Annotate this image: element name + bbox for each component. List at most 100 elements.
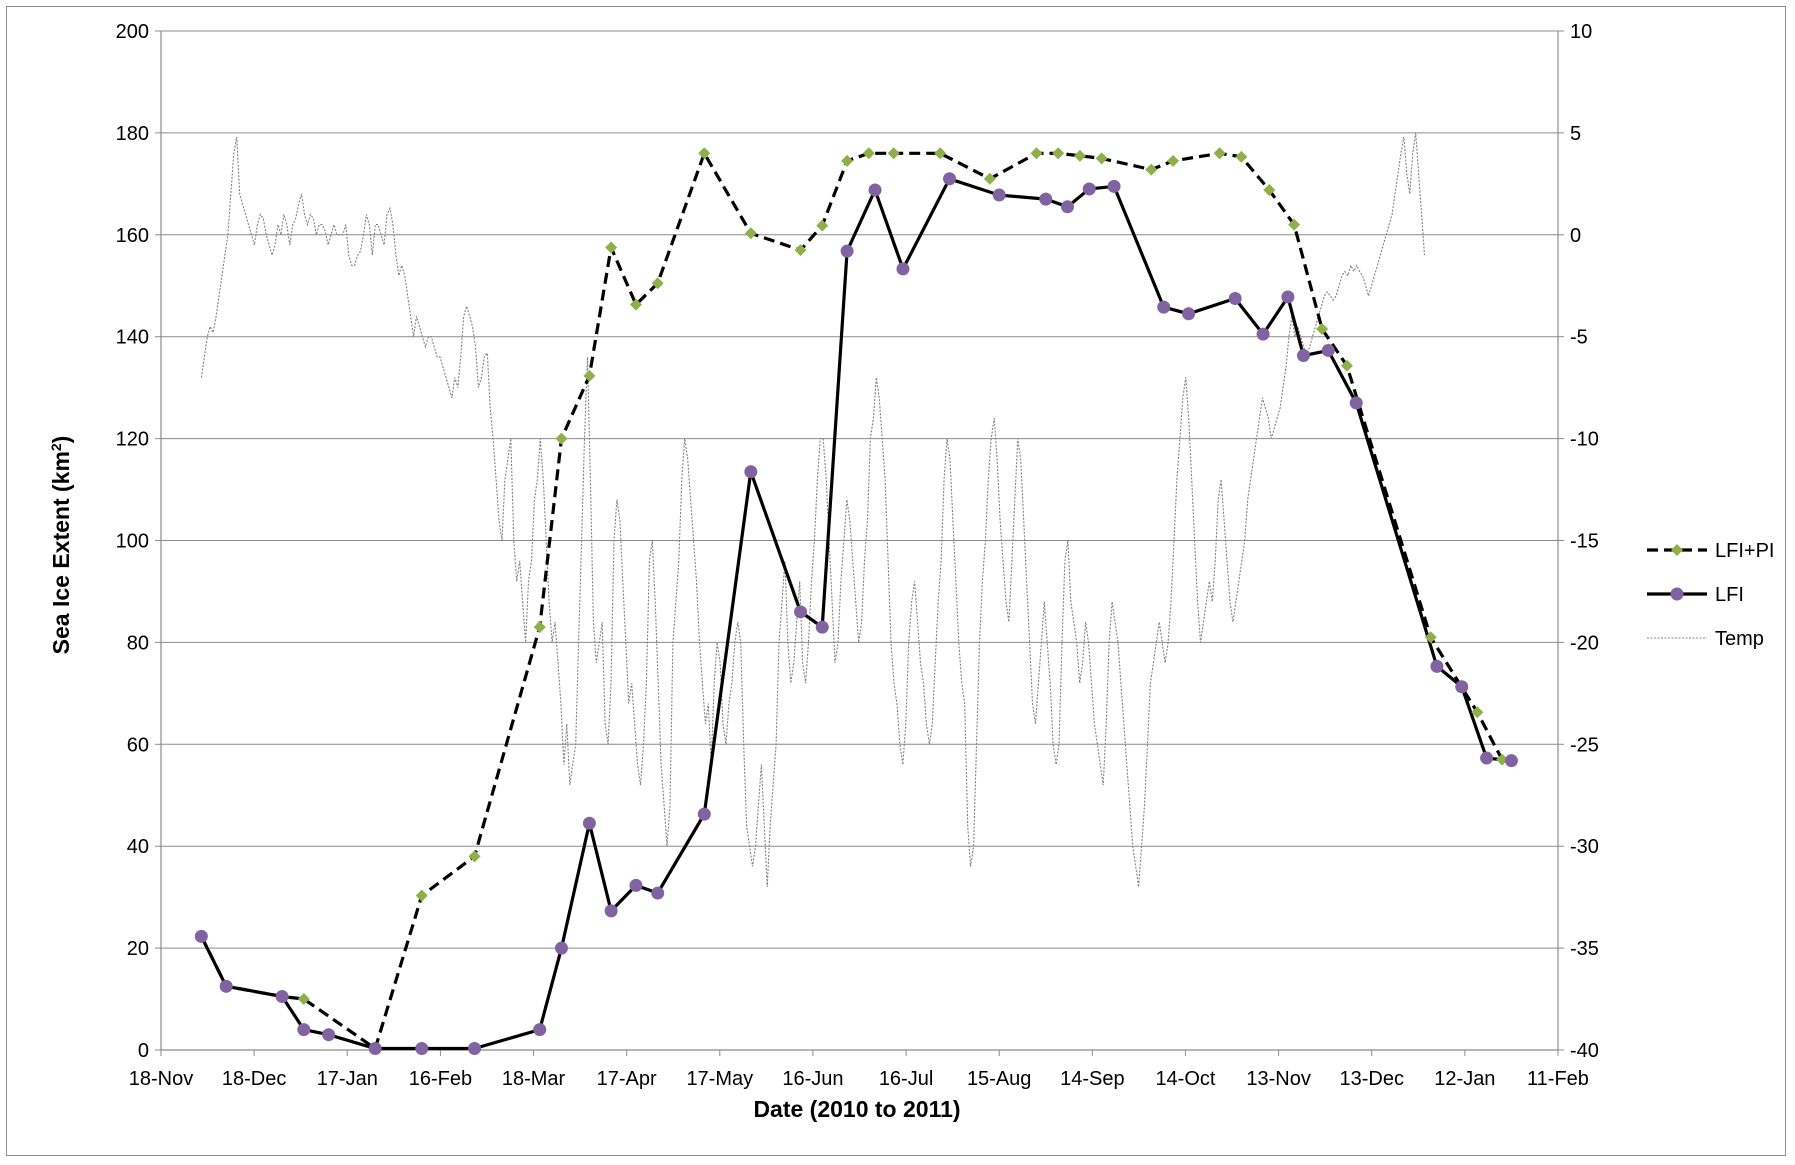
lfi-point [1182, 307, 1196, 321]
right-tick-label: -15 [1570, 531, 1599, 553]
x-tick-label: 16-Jun [782, 1068, 843, 1090]
lfi-pi-point [1424, 631, 1437, 644]
chart-frame: 0 20 40 60 80 100 120 140 160 180 200 -40 -35 -30 -25… [6, 6, 1786, 1156]
gridlines [161, 30, 1558, 949]
x-axis-tick-labels: 18-Nov 18-Dec 17-Jan 16-Feb 18-Mar 17-Apr 17-M… [129, 1068, 1589, 1090]
lfi-pi-point [1030, 147, 1043, 160]
lfi-point [992, 188, 1006, 202]
lfi-pi-point [862, 147, 875, 160]
temp-series-line [200, 132, 1426, 888]
lfi-point [1060, 200, 1074, 214]
left-tick-label: 100 [116, 531, 149, 553]
lfi-point [554, 941, 568, 955]
lfi-point [744, 465, 758, 479]
lfi-pi-point [533, 621, 546, 634]
lfi-point [1296, 349, 1310, 363]
y-axis-title-text: Sea Ice Extent (km [48, 451, 74, 654]
x-tick-label: 12-Jan [1434, 1068, 1495, 1090]
x-tick-label: 16-Jul [879, 1068, 933, 1090]
legend-lfi: LFI [1647, 584, 1744, 606]
lfi-pi-point [651, 277, 664, 290]
lfi-pi-point [887, 147, 900, 160]
lfi-pi-point [1167, 154, 1180, 167]
lfi-point [415, 1041, 429, 1055]
legend-label: Temp [1715, 628, 1764, 650]
lfi-point [194, 929, 208, 943]
x-tick-label: 15-Aug [967, 1068, 1032, 1090]
right-tick-label: 0 [1570, 225, 1581, 247]
lfi-pi-point [468, 850, 481, 863]
lfi-pi-point [629, 298, 642, 311]
lfi-pi-point [297, 993, 310, 1006]
x-tick-label: 18-Dec [222, 1068, 286, 1090]
x-tick-label: 11-Feb [1527, 1068, 1589, 1090]
legend-label: LFI+PI [1715, 540, 1774, 562]
right-tick-label: -20 [1570, 632, 1599, 654]
lfi-pi-point [1235, 150, 1248, 163]
lfi-point [1082, 182, 1096, 196]
left-tick-label: 160 [116, 225, 149, 247]
lfi-pi-point [744, 227, 757, 240]
lfi-pi-point [983, 172, 996, 185]
lfi-point [219, 979, 233, 993]
lfi-point [840, 244, 854, 258]
lfi-pi-point [934, 147, 947, 160]
lfi-pi-point [794, 244, 807, 257]
legend-lfi-pi: LFI+PI [1647, 540, 1774, 562]
lfi-point [943, 172, 957, 186]
lfi-point [1281, 290, 1295, 304]
left-tick-label: 40 [127, 836, 149, 858]
lfi-point [322, 1028, 336, 1042]
legend-label: LFI [1715, 584, 1744, 606]
x-tick-label: 17-May [686, 1068, 753, 1090]
left-tick-label: 80 [127, 632, 149, 654]
lfi-pi-point [1095, 152, 1108, 165]
lfi-point [275, 990, 289, 1004]
lfi-point [629, 878, 643, 892]
lfi-pi-point [1340, 359, 1353, 372]
x-tick-label: 18-Nov [129, 1068, 193, 1090]
lfi-pi-point [1496, 753, 1509, 766]
lfi-point [468, 1041, 482, 1055]
y-axis-title-close: ) [48, 436, 74, 444]
x-tick-label: 13-Dec [1339, 1068, 1403, 1090]
lfi-pi-point [1316, 323, 1329, 336]
lfi-pi-point [1213, 147, 1226, 160]
lfi-pi-point [1145, 163, 1158, 176]
legend-temp: Temp [1647, 628, 1764, 650]
left-tick-label: 120 [116, 429, 149, 451]
lfi-series-line [199, 176, 1512, 1051]
series-layer [194, 132, 1518, 1055]
x-tick-label: 14-Oct [1155, 1068, 1215, 1090]
lfi-point [1228, 291, 1242, 305]
lfi-point [794, 605, 808, 619]
legend: LFI+PI LFI Temp [1647, 540, 1774, 650]
lfi-point [582, 816, 596, 830]
left-tick-label: 180 [116, 123, 149, 145]
lfi-point [651, 886, 665, 900]
right-tick-label: 10 [1570, 21, 1592, 43]
lfi-point [1455, 680, 1469, 694]
x-tick-label: 17-Apr [597, 1068, 657, 1090]
left-tick-label: 140 [116, 327, 149, 349]
right-tick-label: -10 [1570, 429, 1599, 451]
lfi-pi-point [1288, 218, 1301, 231]
lfi-point [1157, 300, 1171, 314]
lfi-pi-series-line [199, 149, 1504, 1052]
lfi-point [815, 620, 829, 634]
lfi-pi-point [1263, 183, 1276, 196]
x-axis-title: Date (2010 to 2011) [753, 1096, 960, 1122]
left-tick-label: 0 [138, 1040, 149, 1062]
legend-lfi-marker [1670, 587, 1684, 601]
left-axis-tick-labels: 0 20 40 60 80 100 120 140 160 180 200 [116, 21, 149, 1062]
lfi-point [1256, 327, 1270, 341]
x-tick-label: 13-Nov [1246, 1068, 1310, 1090]
right-tick-label: -5 [1570, 327, 1588, 349]
lfi-pi-point [1052, 147, 1065, 160]
lfi-point [604, 904, 618, 918]
right-tick-label: -25 [1570, 734, 1599, 756]
lfi-point [1107, 179, 1121, 193]
y-axis-title: Sea Ice Extent (km2) [48, 436, 74, 655]
right-tick-label: -40 [1570, 1040, 1599, 1062]
